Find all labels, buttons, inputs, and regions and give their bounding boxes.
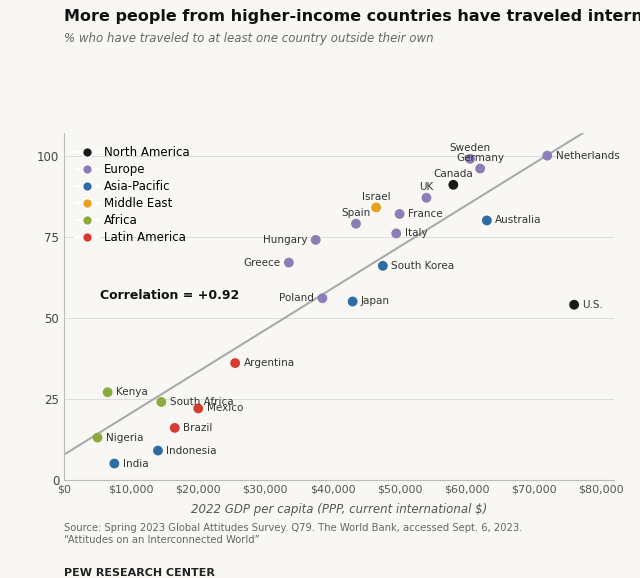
Text: Italy: Italy (404, 228, 428, 238)
Point (109, 459, 120, 468)
Text: Nigeria: Nigeria (106, 432, 143, 443)
Text: Brazil: Brazil (183, 423, 212, 433)
Text: Spain: Spain (341, 208, 371, 218)
Text: Sweden: Sweden (449, 143, 491, 153)
Point (230, 358, 240, 368)
Text: Correlation = +0.92: Correlation = +0.92 (100, 290, 239, 302)
Point (482, 216, 492, 225)
Text: Israel: Israel (362, 192, 390, 202)
Point (391, 229, 401, 238)
Text: France: France (408, 209, 443, 219)
Text: Japan: Japan (361, 297, 390, 306)
Point (378, 261, 388, 271)
X-axis label: 2022 GDP per capita (PPP, current international $): 2022 GDP per capita (PPP, current intern… (191, 503, 487, 516)
Text: Greece: Greece (243, 258, 280, 268)
Point (317, 294, 328, 303)
Point (170, 423, 180, 432)
Text: More people from higher-income countries have traveled internationally: More people from higher-income countries… (64, 9, 640, 24)
Text: Canada: Canada (433, 169, 473, 179)
Text: South Africa: South Africa (170, 397, 234, 407)
Point (284, 258, 294, 267)
Text: South Korea: South Korea (391, 261, 454, 271)
Legend: North America, Europe, Asia-Pacific, Middle East, Africa, Latin America: North America, Europe, Asia-Pacific, Mid… (76, 146, 189, 244)
Point (475, 164, 485, 173)
Point (465, 154, 476, 164)
Text: U.S.: U.S. (582, 300, 604, 310)
Text: Mexico: Mexico (207, 403, 243, 413)
Point (102, 388, 113, 397)
Point (371, 203, 381, 212)
Point (348, 297, 358, 306)
Text: Poland: Poland (279, 293, 314, 303)
Text: Germany: Germany (456, 153, 504, 163)
Text: Hungary: Hungary (263, 235, 307, 245)
Point (569, 300, 579, 309)
Text: “Attitudes on an Interconnected World”: “Attitudes on an Interconnected World” (64, 535, 260, 544)
Point (421, 193, 431, 202)
Text: Australia: Australia (495, 216, 541, 225)
Point (351, 219, 361, 228)
Point (310, 235, 321, 244)
Point (92, 433, 102, 442)
Point (153, 446, 163, 455)
Point (156, 397, 166, 406)
Point (448, 180, 458, 190)
Text: Argentina: Argentina (243, 358, 294, 368)
Text: % who have traveled to at least one country outside their own: % who have traveled to at least one coun… (64, 32, 434, 45)
Text: Kenya: Kenya (116, 387, 148, 397)
Text: UK: UK (419, 182, 433, 192)
Text: Netherlands: Netherlands (556, 151, 620, 161)
Text: PEW RESEARCH CENTER: PEW RESEARCH CENTER (64, 568, 215, 577)
Text: Indonesia: Indonesia (166, 446, 217, 455)
Point (193, 404, 204, 413)
Text: India: India (123, 458, 148, 469)
Point (394, 209, 404, 218)
Text: Source: Spring 2023 Global Attitudes Survey. Q79. The World Bank, accessed Sept.: Source: Spring 2023 Global Attitudes Sur… (64, 523, 522, 533)
Point (542, 151, 552, 160)
